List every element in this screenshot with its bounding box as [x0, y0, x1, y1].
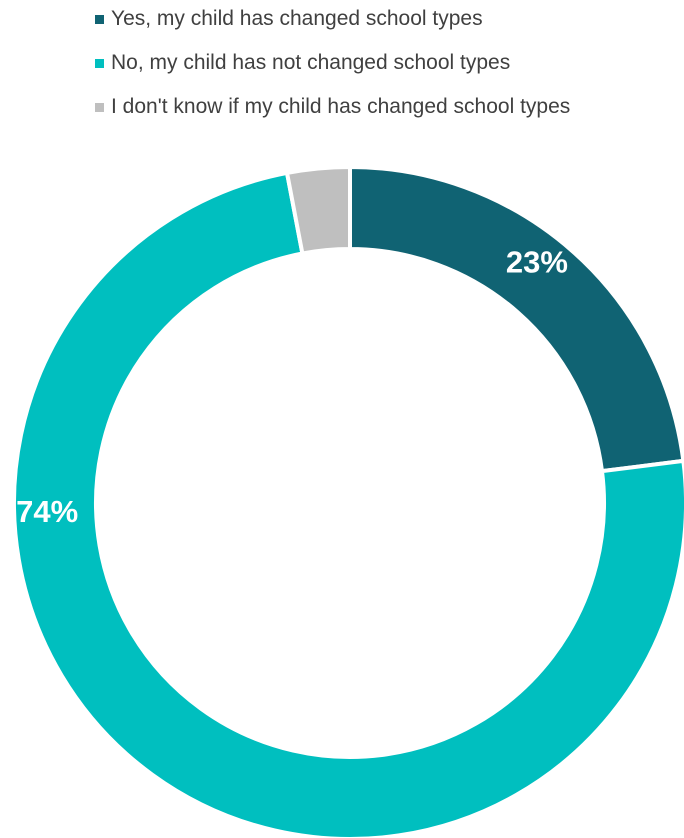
slice-dont-know: [284, 164, 352, 256]
slice-no: [12, 170, 684, 838]
slice-yes: [348, 164, 684, 474]
donut-slices: [12, 164, 684, 838]
chart-legend: Yes, my child has changed school types N…: [95, 5, 570, 137]
legend-item-yes: Yes, my child has changed school types: [95, 5, 570, 33]
legend-item-dont-know: I don't know if my child has changed sch…: [95, 93, 570, 121]
legend-swatch-dont-know: [95, 102, 104, 112]
legend-swatch-yes: [95, 14, 104, 24]
legend-item-no: No, my child has not changed school type…: [95, 49, 570, 77]
data-label-yes: 23%: [506, 245, 568, 280]
donut-labels: 23% 74%: [16, 245, 568, 529]
legend-label-dont-know: I don't know if my child has changed sch…: [111, 95, 571, 118]
legend-label-yes: Yes, my child has changed school types: [111, 7, 483, 30]
data-label-no: 74%: [16, 494, 78, 529]
legend-label-no: No, my child has not changed school type…: [111, 51, 511, 74]
legend-swatch-no: [95, 58, 104, 68]
